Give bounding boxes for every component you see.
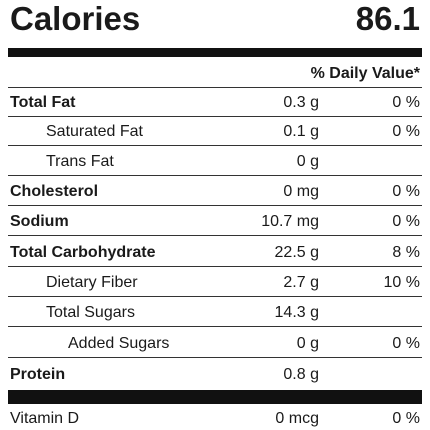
nutrient-daily-value: 8 % — [392, 244, 420, 261]
calories-header: Calories 86.1 — [10, 0, 420, 44]
nutrient-row-saturated-fat: Saturated Fat 0.1 g 0 % — [8, 117, 422, 146]
nutrient-row-dietary-fiber: Dietary Fiber 2.7 g 10 % — [8, 268, 422, 297]
nutrient-name: Trans Fat — [46, 153, 114, 170]
nutrient-name: Saturated Fat — [46, 123, 143, 140]
nutrient-daily-value: 0 % — [392, 123, 420, 140]
nutrient-amount: 0.8 g — [283, 366, 319, 383]
nutrient-row-protein: Protein 0.8 g — [8, 360, 422, 389]
nutrient-name: Protein — [10, 366, 66, 383]
nutrient-name: Added Sugars — [68, 335, 170, 352]
calories-value: 86.1 — [355, 0, 420, 37]
nutrient-row-trans-fat: Trans Fat 0 g — [8, 147, 422, 176]
nutrient-daily-value: 0 % — [392, 335, 420, 352]
nutrient-amount: 0.1 g — [283, 123, 319, 140]
nutrient-daily-value: 10 % — [383, 274, 420, 291]
nutrient-row-sodium: Sodium 10.7 mg 0 % — [8, 207, 422, 236]
nutrient-name: Total Fat — [10, 94, 76, 111]
nutrient-daily-value: 0 % — [392, 183, 420, 200]
nutrient-row-added-sugars: Added Sugars 0 g 0 % — [8, 329, 422, 358]
vitamin-name: Vitamin D — [10, 410, 80, 427]
nutrient-amount: 10.7 mg — [261, 213, 319, 230]
nutrient-amount: 14.3 g — [274, 304, 319, 321]
nutrient-amount: 0 g — [296, 153, 319, 170]
thick-divider-vitamins — [8, 390, 422, 404]
daily-value-header-row: % Daily Value* — [8, 59, 422, 88]
nutrient-name: Cholesterol — [10, 183, 99, 200]
nutrient-row-cholesterol: Cholesterol 0 mg 0 % — [8, 177, 422, 206]
nutrient-name: Dietary Fiber — [46, 274, 138, 291]
nutrient-amount: 2.7 g — [283, 274, 319, 291]
nutrient-name: Sodium — [10, 213, 69, 230]
calories-label: Calories — [10, 0, 141, 37]
thick-divider-top — [8, 48, 422, 57]
nutrient-amount: 0 g — [296, 335, 319, 352]
nutrient-name: Total Sugars — [46, 304, 135, 321]
nutrient-row-total-fat: Total Fat 0.3 g 0 % — [8, 88, 422, 117]
nutrient-row-total-carbohydrate: Total Carbohydrate 22.5 g 8 % — [8, 238, 422, 267]
daily-value-header: % Daily Value* — [310, 65, 420, 82]
vitamin-amount: 0 mcg — [275, 410, 319, 427]
nutrient-name: Total Carbohydrate — [10, 244, 156, 261]
nutrient-daily-value: 0 % — [392, 94, 420, 111]
nutrient-daily-value: 0 % — [392, 213, 420, 230]
nutrient-amount: 0.3 g — [283, 94, 319, 111]
nutrient-row-total-sugars: Total Sugars 14.3 g — [8, 298, 422, 327]
vitamin-daily-value: 0 % — [392, 410, 420, 427]
nutrient-amount: 0 mg — [283, 183, 319, 200]
nutrient-amount: 22.5 g — [274, 244, 319, 261]
vitamin-row-vitamin-d: Vitamin D 0 mcg 0 % — [8, 404, 422, 430]
